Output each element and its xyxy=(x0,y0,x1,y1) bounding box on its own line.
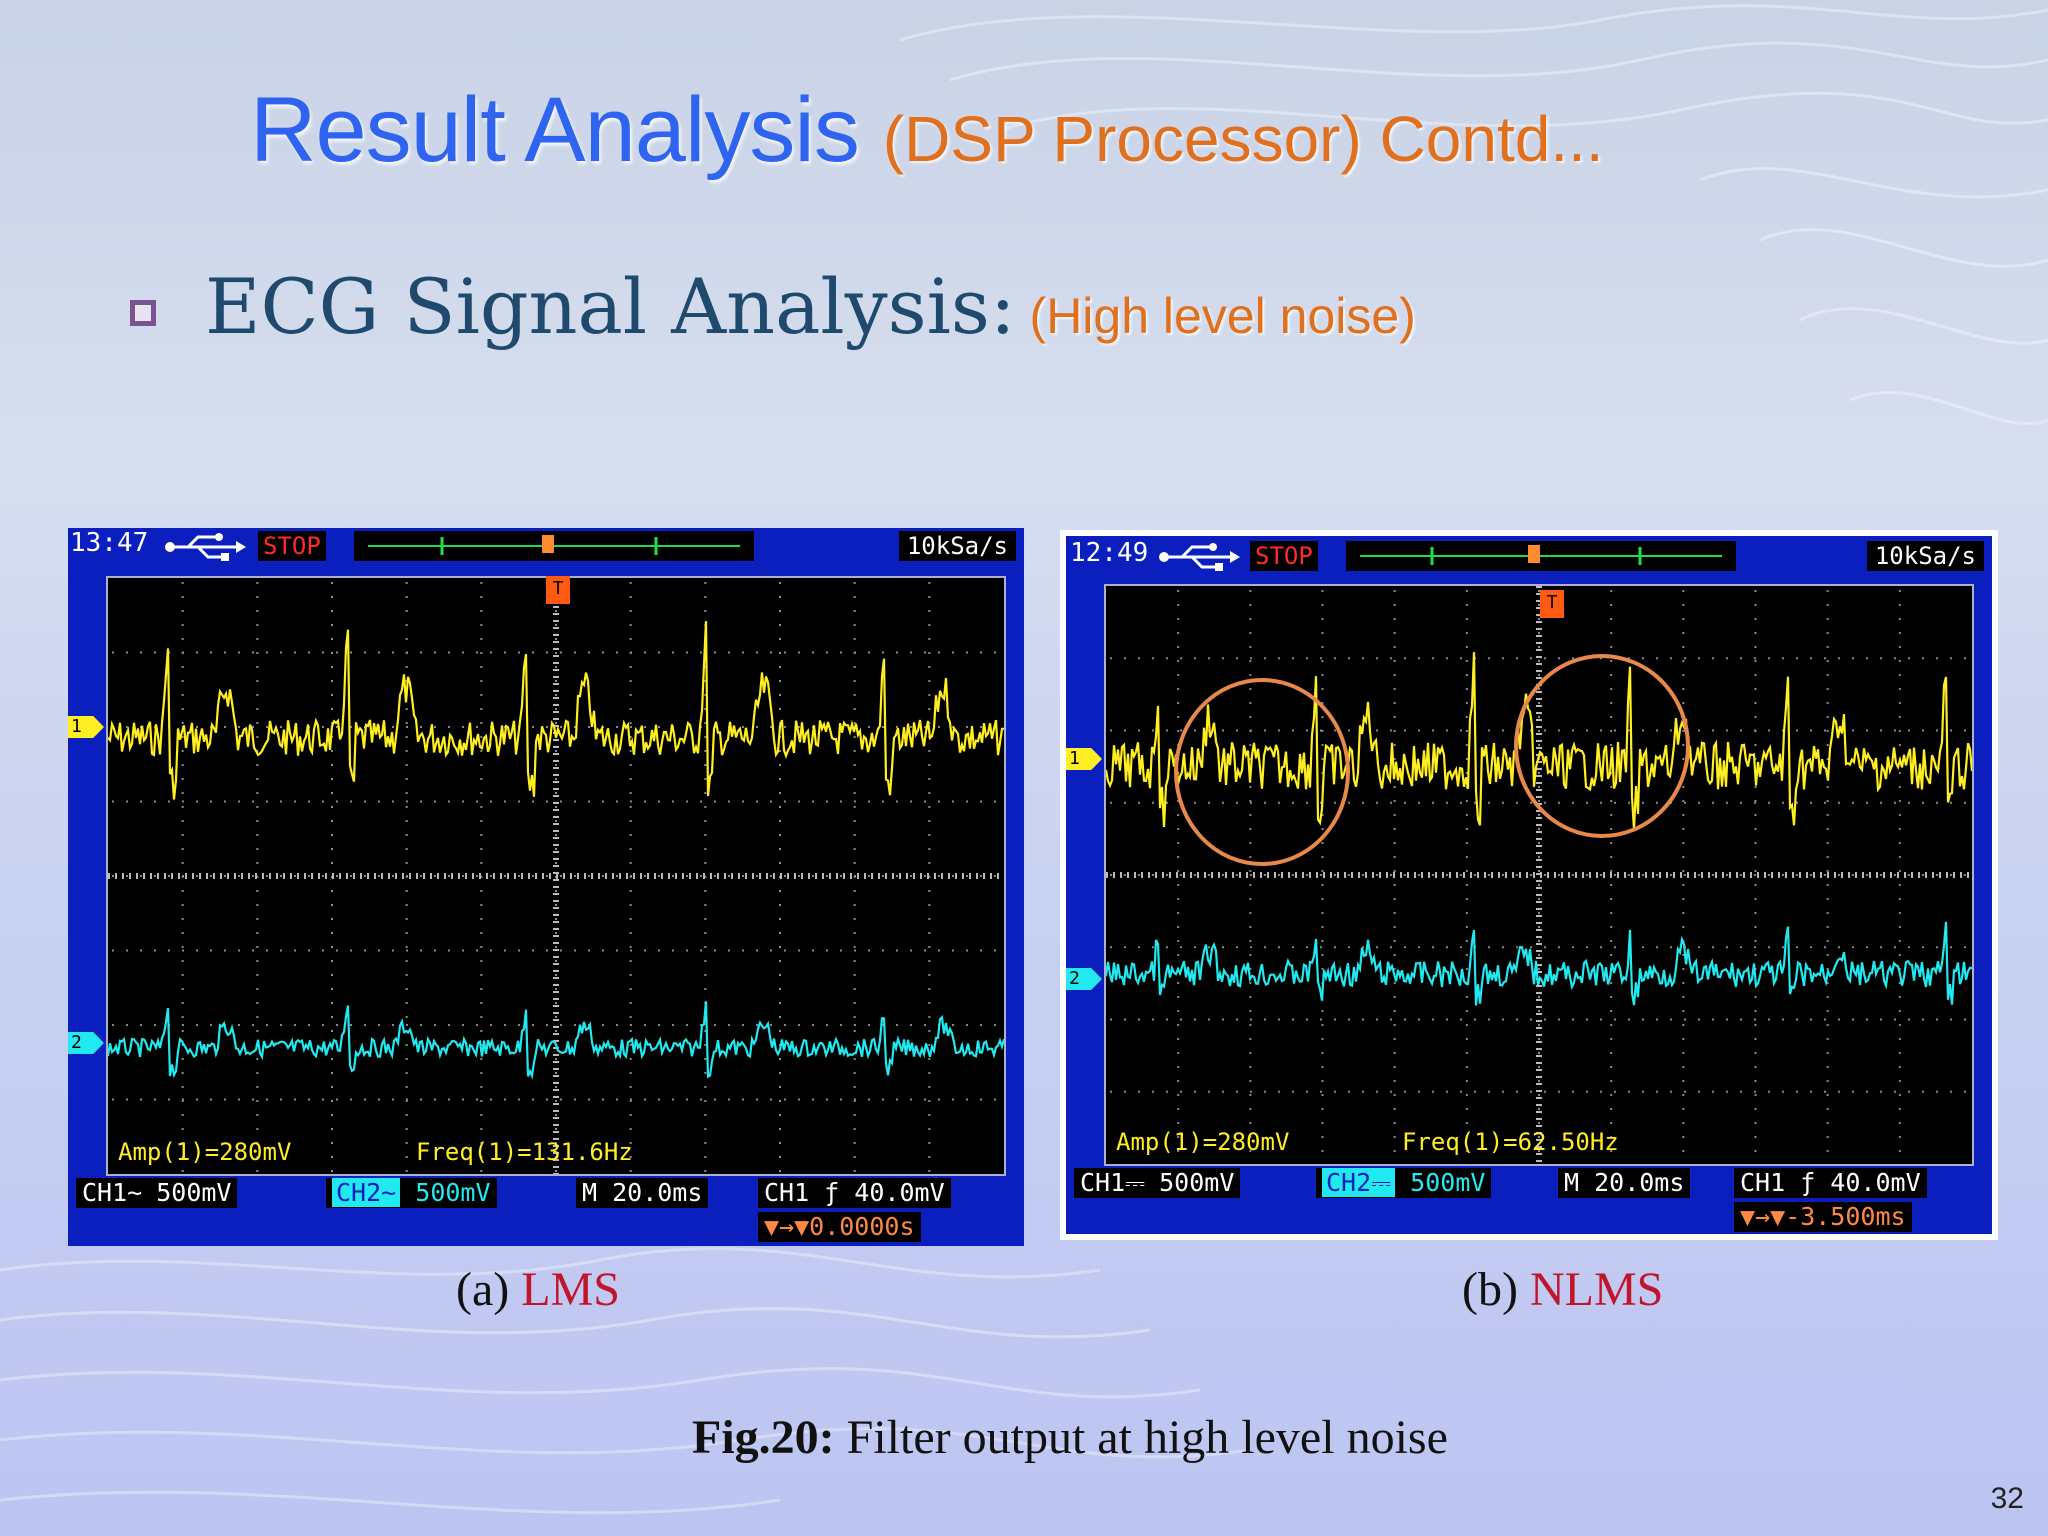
oscilloscope-screenshot-lms: 13:47 STOP 10kSa/s Amp(1)=280mV Freq(1)=… xyxy=(68,528,1024,1246)
timebase: M 20.0ms xyxy=(576,1178,709,1208)
heading-note: (High level noise) xyxy=(1029,288,1416,344)
figure-label: Fig.20: xyxy=(692,1411,835,1464)
caption-nlms: (b) NLMS xyxy=(1462,1262,1663,1317)
channel-2-marker: 2 xyxy=(68,1032,104,1054)
caption-prefix: (b) xyxy=(1462,1263,1530,1316)
figure-text: Filter output at high level noise xyxy=(834,1411,1448,1464)
section-heading: ECG Signal Analysis: (High level noise) xyxy=(205,262,1416,351)
trigger-marker: T xyxy=(1540,590,1564,618)
caption-prefix: (a) xyxy=(456,1263,522,1316)
run-stop-status: STOP xyxy=(1250,541,1318,571)
caption-method: NLMS xyxy=(1529,1263,1664,1316)
usb-icon xyxy=(165,533,246,561)
bullet-square-icon xyxy=(130,300,156,326)
ch1-label: CH1~ xyxy=(82,1178,143,1207)
frequency-measurement: Freq(1)=131.6Hz xyxy=(416,1138,633,1166)
ch1-label: CH1⎓ xyxy=(1080,1168,1146,1197)
caption-lms: (a) LMS xyxy=(456,1262,620,1317)
frequency-measurement: Freq(1)=62.50Hz xyxy=(1402,1128,1619,1156)
waveform-plot xyxy=(1104,586,1974,1162)
page-number: 32 xyxy=(1990,1482,2024,1515)
waveform-plot xyxy=(106,578,1006,1175)
channel-1-marker: 1 xyxy=(1066,748,1102,770)
trigger-marker-label: T xyxy=(552,578,564,599)
sample-rate: 10kSa/s xyxy=(898,531,1016,561)
grid xyxy=(1106,586,1969,1162)
channel-2-trace xyxy=(1104,921,1973,1006)
sample-rate: 10kSa/s xyxy=(1866,541,1984,571)
ch2-scale-value: 500mV xyxy=(415,1178,491,1207)
amplitude-measurement: Amp(1)=280mV xyxy=(118,1138,292,1166)
title-main: Result Analysis xyxy=(250,79,860,181)
highlight-circle xyxy=(1174,678,1350,866)
ch1-scale-value: 500mV xyxy=(156,1178,232,1207)
clock-readout: 13:47 xyxy=(70,528,149,558)
trigger-delay: ▼→▼-3.500ms xyxy=(1734,1202,1912,1232)
trigger-position-bar xyxy=(1346,541,1736,571)
channel-1-trace xyxy=(107,621,1005,800)
channel-2-trace xyxy=(106,1001,1006,1080)
channel-1-marker: 1 xyxy=(68,716,104,738)
usb-icon xyxy=(1159,543,1240,571)
trigger-bar-graphic xyxy=(368,535,740,555)
ch2-scale: CH2⎓ 500mV xyxy=(1316,1168,1492,1198)
title-sub: (DSP Processor) Contd... xyxy=(882,103,1604,175)
channel-2-marker: 2 xyxy=(1066,968,1102,990)
trigger-position-bar xyxy=(354,531,754,561)
trigger-level: CH1 ƒ 40.0mV xyxy=(1734,1168,1927,1198)
ch1-scale-value: 500mV xyxy=(1159,1168,1235,1197)
waveform-screen: Amp(1)=280mV Freq(1)=62.50Hz xyxy=(1104,584,1974,1166)
ch2-scale-value: 500mV xyxy=(1410,1168,1486,1197)
heading-text: ECG Signal Analysis: xyxy=(205,262,1016,351)
trigger-level: CH1 ƒ 40.0mV xyxy=(758,1178,951,1208)
oscilloscope-screenshot-nlms: 12:49 STOP 10kSa/s Amp(1)=280mV Freq(1)=… xyxy=(1060,530,1998,1240)
ch2-label: CH2⎓ xyxy=(1322,1168,1396,1197)
ch1-scale: CH1⎓ 500mV xyxy=(1074,1168,1241,1198)
timebase: M 20.0ms xyxy=(1558,1168,1691,1198)
ch1-scale: CH1~ 500mV xyxy=(76,1178,238,1208)
run-stop-status: STOP xyxy=(258,531,326,561)
slide-title: Result Analysis (DSP Processor) Contd... xyxy=(250,78,1604,183)
ch2-scale: CH2~ 500mV xyxy=(326,1178,497,1208)
channel-1-trace xyxy=(1104,652,1974,830)
highlight-circle xyxy=(1514,654,1690,838)
trigger-marker: T xyxy=(546,576,570,604)
ch2-label: CH2~ xyxy=(332,1178,401,1207)
amplitude-measurement: Amp(1)=280mV xyxy=(1116,1128,1290,1156)
trigger-marker-label: T xyxy=(1546,592,1558,613)
trigger-bar-graphic xyxy=(1360,545,1722,565)
clock-readout: 12:49 xyxy=(1070,538,1149,568)
figure-caption: Fig.20: Filter output at high level nois… xyxy=(692,1410,1448,1465)
caption-method: LMS xyxy=(521,1263,620,1316)
grid xyxy=(108,578,999,1175)
waveform-screen: Amp(1)=280mV Freq(1)=131.6Hz xyxy=(106,576,1006,1176)
trigger-delay: ▼→▼0.0000s xyxy=(758,1212,921,1242)
